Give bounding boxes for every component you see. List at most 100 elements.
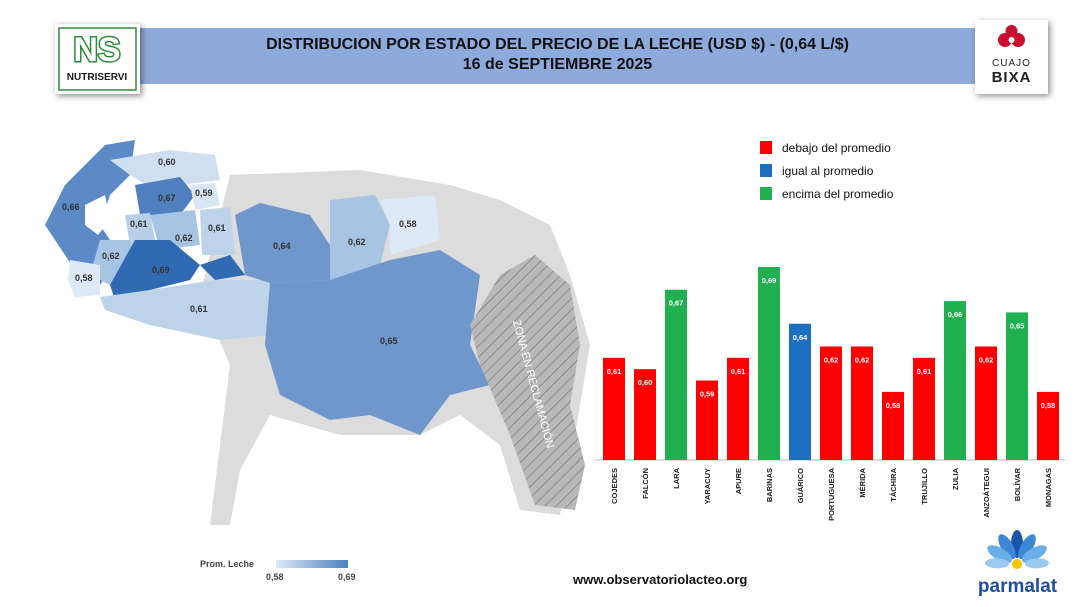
- category-label-12: ANZOÁTEGUI: [982, 468, 991, 518]
- legend-item-below: debajo del promedio: [760, 136, 893, 159]
- scale-label: Prom. Leche: [200, 559, 255, 569]
- map-label-merida: 0,62: [102, 251, 120, 261]
- bar-3: [696, 380, 718, 460]
- map-state-falcon: [110, 150, 220, 187]
- scale-gradient: [276, 560, 348, 568]
- parmalat-text: parmalat: [977, 576, 1058, 597]
- map-label-anzoategui: 0,62: [348, 237, 366, 247]
- venezuela-map: ZONA EN RECLAMACIÓN 0,60 0,67 0,59 0,66 …: [30, 115, 590, 525]
- map-state-apure: [100, 280, 270, 340]
- bar-value-label-7: 0,62: [824, 355, 839, 364]
- cuajo-flower-icon: [998, 25, 1025, 47]
- bars-group: 0,61 COJEDES 0,60 FALCÓN 0,67 LARA 0,59 YARACUY…: [603, 267, 1059, 521]
- map-state-barinas-east: [200, 255, 245, 280]
- map-label-zulia: 0,66: [62, 202, 80, 212]
- bar-14: [1037, 391, 1059, 460]
- bar-10: [913, 357, 935, 460]
- legend-label-above: encima del promedio: [782, 186, 894, 201]
- category-label-11: ZULIA: [951, 467, 960, 490]
- color-scale: Prom. Leche 0,58 0,69: [200, 556, 370, 586]
- bar-value-label-9: 0,58: [886, 401, 901, 410]
- map-label-monagas: 0,58: [399, 219, 417, 229]
- category-label-14: MONAGAS: [1044, 468, 1053, 507]
- nutriservi-name: NUTRISERVI: [67, 72, 128, 83]
- bar-5: [758, 267, 780, 460]
- bar-value-label-10: 0,61: [917, 367, 932, 376]
- map-label-apure: 0,61: [190, 304, 208, 314]
- map-label-trujillo: 0,61: [130, 219, 148, 229]
- bar-value-label-14: 0,58: [1041, 401, 1056, 410]
- bar-value-label-1: 0,60: [638, 378, 653, 387]
- map-label-yaracuy: 0,59: [195, 188, 213, 198]
- parmalat-flower-icon: [985, 530, 1049, 569]
- map-state-monagas: [380, 195, 440, 255]
- bar-11: [944, 301, 966, 460]
- bar-1: [634, 369, 656, 460]
- scale-max: 0,69: [338, 572, 356, 582]
- bar-0: [603, 357, 625, 460]
- map-label-cojedes: 0,61: [208, 223, 226, 233]
- category-label-0: COJEDES: [610, 468, 619, 504]
- map-label-tachira: 0,58: [75, 273, 93, 283]
- chart-title: DISTRIBUCION POR ESTADO DEL PRECIO DE LA…: [266, 36, 849, 53]
- category-label-5: BARINAS: [765, 468, 774, 502]
- map-state-anzoategui: [330, 195, 390, 280]
- map-state-cojedes: [200, 207, 235, 255]
- legend: debajo del promedio igual al promedio en…: [760, 136, 893, 205]
- website-link[interactable]: www.observatoriolacteo.org: [573, 572, 748, 587]
- bar-value-label-13: 0,65: [1010, 321, 1025, 330]
- bar-value-label-0: 0,61: [607, 367, 622, 376]
- bar-6: [789, 323, 811, 460]
- map-state-yaracuy: [190, 183, 220, 210]
- bar-value-label-6: 0,64: [793, 333, 808, 342]
- bar-4: [727, 357, 749, 460]
- category-label-2: LARA: [672, 467, 681, 488]
- bar-value-label-12: 0,62: [979, 355, 994, 364]
- map-state-lara: [135, 177, 195, 215]
- map-label-bolivar: 0,65: [380, 336, 398, 346]
- category-label-6: GUÁRICO: [796, 468, 805, 504]
- category-label-7: PORTUGUESA: [827, 467, 836, 521]
- map-label-lara: 0,67: [158, 193, 176, 203]
- scale-min: 0,58: [266, 572, 284, 582]
- bar-value-label-3: 0,59: [700, 390, 715, 399]
- category-label-13: BOLÍVAR: [1013, 467, 1022, 501]
- map-state-bolivar: [265, 250, 490, 435]
- bar-value-label-4: 0,61: [731, 367, 746, 376]
- bar-value-label-5: 0,69: [762, 276, 777, 285]
- map-label-guarico: 0,64: [273, 241, 291, 251]
- legend-swatch-below: [760, 141, 772, 154]
- map-claim-zone: [470, 255, 585, 510]
- map-state-guarico: [235, 203, 330, 283]
- legend-item-equal: igual al promedio: [760, 159, 893, 182]
- cuajo-text: CUAJO: [992, 58, 1031, 69]
- category-label-1: FALCÓN: [641, 468, 650, 499]
- bar-2: [665, 289, 687, 460]
- bar-value-label-11: 0,66: [948, 310, 963, 319]
- map-state-barinas: [110, 240, 200, 300]
- legend-item-above: encima del promedio: [760, 182, 893, 205]
- bar-9: [882, 391, 904, 460]
- category-label-8: MÉRIDA: [858, 467, 867, 497]
- legend-swatch-above: [760, 187, 772, 200]
- cuajo-bixa-logo: CUAJO BIXA: [975, 20, 1048, 94]
- legend-label-equal: igual al promedio: [782, 163, 874, 178]
- category-label-4: APURE: [734, 468, 743, 494]
- map-lake: [85, 195, 110, 235]
- category-label-9: TÁCHIRA: [889, 467, 898, 501]
- nutriservi-mark: NS: [73, 31, 120, 69]
- parmalat-logo: parmalat: [965, 528, 1075, 603]
- chart-date: 16 de SEPTIEMBRE 2025: [462, 56, 653, 73]
- bar-13: [1006, 312, 1028, 460]
- map-label-barinas: 0,69: [152, 265, 170, 275]
- map-label-falcon: 0,60: [158, 157, 176, 167]
- bar-value-label-8: 0,62: [855, 355, 870, 364]
- map-state-trujillo: [125, 213, 155, 245]
- category-label-10: TRUJILLO: [920, 468, 929, 505]
- bixa-text: BIXA: [991, 69, 1032, 86]
- legend-label-below: debajo del promedio: [782, 140, 891, 155]
- nutriservi-logo: NS NUTRISERVI: [55, 24, 140, 94]
- legend-swatch-equal: [760, 164, 772, 177]
- bar-7: [820, 346, 842, 460]
- map-state-merida: [90, 240, 140, 285]
